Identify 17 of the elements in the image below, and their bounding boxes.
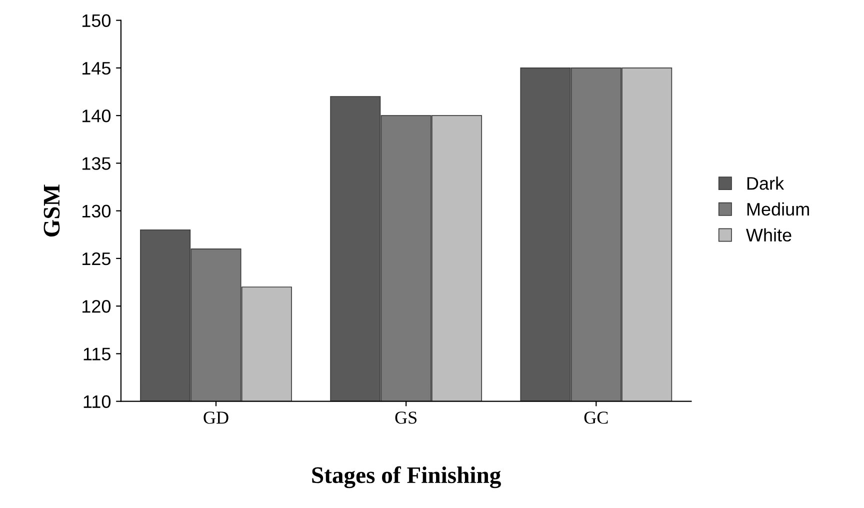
y-tick-label: 125 — [82, 252, 110, 266]
y-tick-label: 150 — [82, 14, 111, 28]
y-axis-title: GSM — [44, 184, 60, 237]
x-axis-title: Stages of Finishing — [312, 466, 501, 488]
legend-label: Medium — [747, 202, 809, 216]
y-tick-label: 140 — [82, 110, 111, 122]
y-tick-label: 120 — [82, 300, 111, 313]
y-tick-label: 130 — [82, 204, 111, 218]
x-tick-label: GC — [584, 412, 608, 424]
x-tick-label: GS — [395, 412, 417, 424]
y-tick-label: 135 — [82, 157, 110, 170]
y-tick-label: 115 — [84, 348, 110, 360]
legend-label: Dark — [747, 176, 784, 190]
legend-label: White — [746, 228, 792, 242]
y-tick-label: 110 — [84, 395, 111, 408]
x-tick-label: GD — [204, 412, 228, 424]
y-tick-label: 145 — [82, 62, 110, 75]
